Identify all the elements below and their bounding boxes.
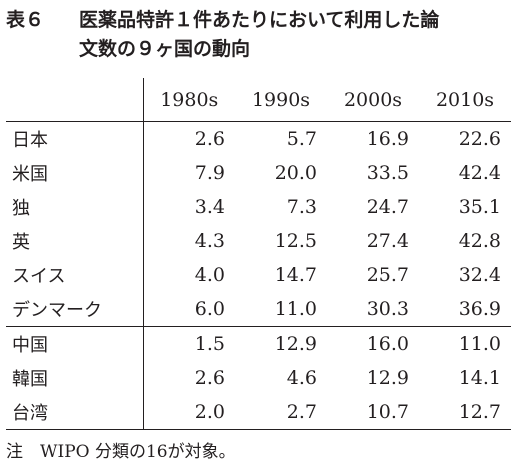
table-row: 独 3.4 7.3 24.7 35.1 [6, 190, 511, 224]
value-cell: 12.9 [366, 367, 409, 389]
column-header: 1990s [235, 78, 327, 122]
value-cell: 42.8 [458, 230, 501, 252]
value-cell: 4.6 [286, 367, 317, 389]
value-cell: 25.7 [366, 264, 409, 286]
value-cell: 30.3 [366, 298, 409, 320]
row-label: 独 [6, 190, 144, 224]
value-cell: 24.7 [366, 196, 409, 218]
row-label: スイス [6, 258, 144, 292]
caption-title-line-1: 医薬品特許１件あたりにおいて利用した論 [79, 9, 440, 31]
value-cell: 42.4 [458, 162, 501, 184]
value-cell: 33.5 [366, 162, 409, 184]
table-row: スイス 4.0 14.7 25.7 32.4 [6, 258, 511, 292]
value-cell: 2.6 [194, 367, 225, 389]
value-cell: 1.5 [143, 326, 235, 361]
value-cell: 6.0 [194, 298, 225, 320]
value-cell: 11.0 [419, 326, 511, 361]
row-label: 英 [6, 224, 144, 258]
value-cell: 7.9 [194, 162, 225, 184]
column-header: 2010s [419, 78, 511, 122]
column-header: 1980s [143, 78, 235, 122]
value-cell: 20.0 [274, 162, 317, 184]
table-number: 表６ [6, 9, 45, 31]
value-cell: 4.3 [194, 230, 225, 252]
table-row: 英 4.3 12.5 27.4 42.8 [6, 224, 511, 258]
value-cell: 35.1 [458, 196, 501, 218]
value-cell: 7.3 [286, 196, 317, 218]
row-label: デンマーク [6, 292, 144, 327]
row-label: 日本 [6, 121, 144, 156]
value-cell: 22.6 [458, 128, 501, 150]
table-row: 台湾 2.0 2.7 10.7 12.7 [6, 395, 511, 430]
header-row: 1980s 1990s 2000s 2010s [6, 78, 511, 122]
table-row: 韓国 2.6 4.6 12.9 14.1 [6, 361, 511, 395]
value-cell: 16.9 [366, 128, 409, 150]
value-cell: 3.4 [194, 196, 225, 218]
value-cell: 12.5 [274, 230, 317, 252]
value-cell: 4.0 [194, 264, 225, 286]
value-cell: 32.4 [458, 264, 501, 286]
value-cell: 2.0 [143, 395, 235, 430]
value-cell: 27.4 [366, 230, 409, 252]
value-cell: 12.9 [235, 326, 327, 361]
value-cell: 12.7 [419, 395, 511, 430]
caption-title-line-2: 文数の９ヶ国の動向 [79, 38, 251, 60]
data-table: 1980s 1990s 2000s 2010s 日本 2.6 5.7 16.9 22.6… [6, 78, 511, 430]
value-cell: 11.0 [274, 298, 317, 320]
value-cell: 36.9 [458, 298, 501, 320]
value-cell: 14.7 [274, 264, 317, 286]
value-cell: 14.1 [458, 367, 501, 389]
row-label: 米国 [6, 156, 144, 190]
table-row: 中国 1.5 12.9 16.0 11.0 [6, 326, 511, 361]
value-cell: 2.6 [194, 128, 225, 150]
table-note: 注 WIPO 分類の16が対象。 [6, 442, 236, 462]
table-row: 日本 2.6 5.7 16.9 22.6 [6, 121, 511, 156]
row-label: 韓国 [6, 361, 144, 395]
header-corner-cell [6, 78, 144, 122]
value-cell: 2.7 [235, 395, 327, 430]
value-cell: 10.7 [327, 395, 419, 430]
row-label: 台湾 [6, 395, 144, 430]
column-header: 2000s [327, 78, 419, 122]
value-cell: 5.7 [286, 128, 317, 150]
table-row: 米国 7.9 20.0 33.5 42.4 [6, 156, 511, 190]
row-label: 中国 [6, 326, 144, 361]
table-row: デンマーク 6.0 11.0 30.3 36.9 [6, 292, 511, 327]
value-cell: 16.0 [327, 326, 419, 361]
